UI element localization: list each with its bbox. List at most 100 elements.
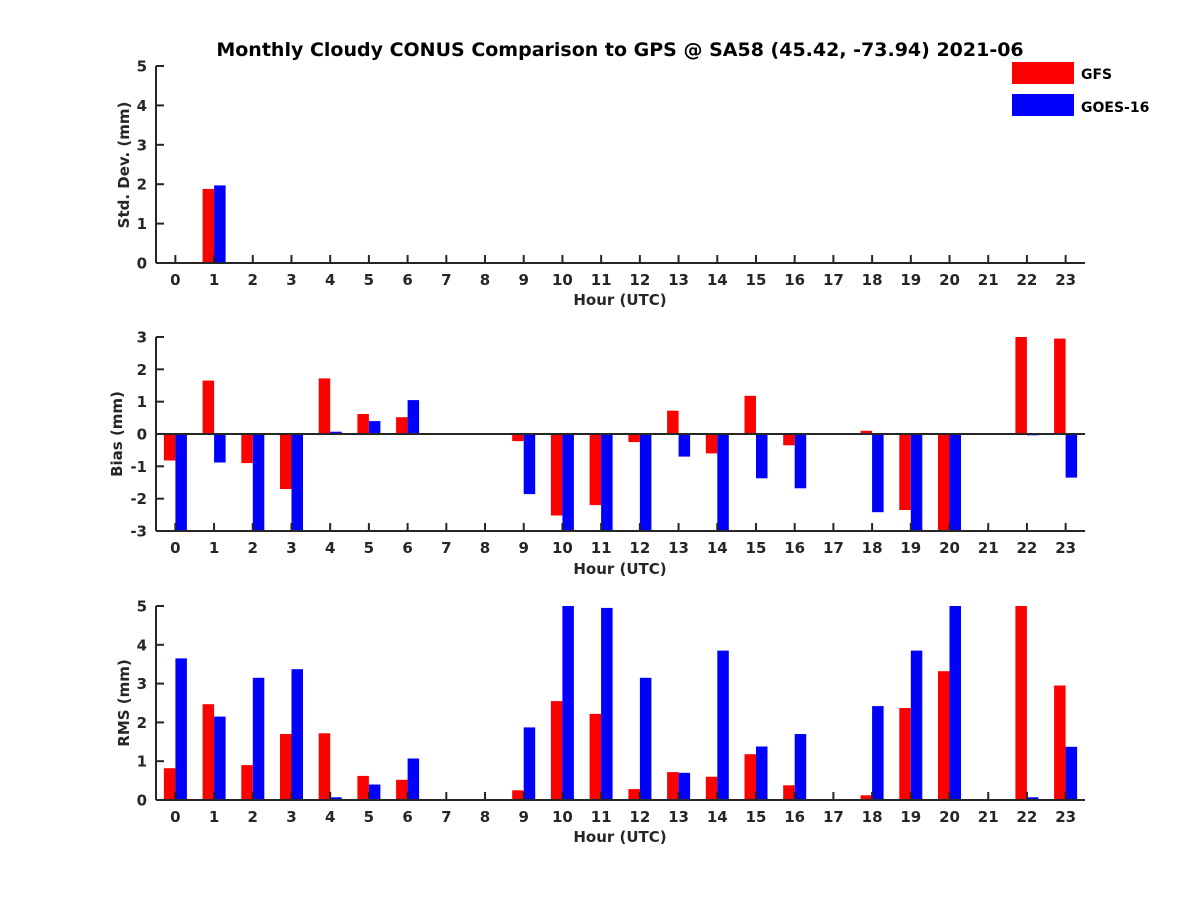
rms-bar-goes16-h6	[407, 758, 420, 800]
bias-xtick-label: 7	[441, 539, 451, 557]
std-xtick-label: 15	[746, 271, 767, 289]
rms-xtick-label: 10	[552, 808, 573, 826]
rms-bar-goes16-h18	[872, 706, 884, 800]
rms-xtick-label: 14	[707, 808, 728, 826]
bias-bar-goes16-h11	[601, 434, 613, 531]
bias-xtick-label: 15	[746, 539, 767, 557]
bias-bar-goes16-h16	[794, 434, 807, 489]
rms-bar-gfs-h19	[899, 708, 911, 800]
rms-xtick-label: 23	[1055, 808, 1076, 826]
rms-bar-goes16-h1	[214, 716, 226, 800]
bias-xtick-label: 19	[900, 539, 921, 557]
bias-xtick-label: 9	[519, 539, 529, 557]
rms-xtick-label: 0	[170, 808, 180, 826]
bias-xtick-label: 4	[325, 539, 335, 557]
legend-swatch-gfs	[1012, 62, 1074, 84]
rms-bar-goes16-h20	[949, 606, 961, 800]
std-bar-goes16-h1	[214, 185, 226, 263]
rms-xtick-label: 5	[364, 808, 374, 826]
rms-bar-goes16-h4	[330, 797, 342, 800]
std-dev-xlabel: Hour (UTC)	[573, 291, 666, 309]
rms-bar-gfs-h9	[512, 790, 524, 800]
std-ytick-label: 5	[137, 58, 147, 76]
rms-bar-goes16-h11	[601, 607, 613, 800]
bias-bar-gfs-h10	[550, 434, 563, 516]
rms-bar-gfs-h12	[628, 789, 640, 800]
rms-ytick-label: 2	[137, 714, 147, 732]
rms-bar-goes16-h0	[175, 658, 187, 800]
bias-bar-gfs-h15	[744, 395, 756, 434]
std-xtick-label: 6	[402, 271, 412, 289]
std-xtick-label: 5	[364, 271, 374, 289]
bias-bar-goes16-h13	[678, 434, 691, 457]
bias-ytick-label: -3	[130, 523, 147, 541]
bias-bar-goes16-h19	[910, 434, 923, 531]
rms-bar-gfs-h14	[705, 776, 718, 800]
rms-xtick-label: 7	[441, 808, 451, 826]
rms-xlabel: Hour (UTC)	[573, 828, 666, 846]
rms-bar-gfs-h2	[241, 765, 253, 800]
std-xtick-label: 23	[1055, 271, 1076, 289]
rms-xtick-label: 12	[629, 808, 650, 826]
bias-bar-gfs-h11	[589, 434, 602, 506]
bias-xtick-label: 12	[629, 539, 650, 557]
bias-bar-goes16-h18	[872, 434, 884, 513]
rms-xtick-label: 11	[591, 808, 612, 826]
chart-title: Monthly Cloudy CONUS Comparison to GPS @…	[216, 39, 1023, 61]
bias-ytick-label: 1	[137, 393, 147, 411]
rms-xtick-label: 16	[784, 808, 805, 826]
bias-xtick-label: 22	[1017, 539, 1038, 557]
bias-xtick-label: 2	[248, 539, 258, 557]
rms-ytick-label: 1	[137, 753, 147, 771]
rms-bar-gfs-h15	[744, 754, 756, 800]
std-xtick-label: 10	[552, 271, 573, 289]
std-xtick-label: 3	[286, 271, 296, 289]
bias-xtick-label: 23	[1055, 539, 1076, 557]
std-xtick-label: 21	[978, 271, 999, 289]
bias-bar-gfs-h14	[705, 434, 718, 454]
rms-bar-goes16-h19	[910, 650, 923, 800]
bias-ytick-label: 0	[137, 426, 147, 444]
bias-bar-goes16-h0	[175, 434, 187, 531]
rms-bar-goes16-h15	[756, 746, 768, 800]
std-ytick-label: 4	[137, 97, 147, 115]
rms-xtick-label: 3	[286, 808, 296, 826]
rms-bar-gfs-h6	[396, 779, 408, 800]
std-xtick-label: 16	[784, 271, 805, 289]
rms-bar-goes16-h10	[562, 606, 574, 800]
std-xtick-label: 11	[591, 271, 612, 289]
std-xtick-label: 18	[862, 271, 883, 289]
std-xtick-label: 4	[325, 271, 335, 289]
rms-ylabel: RMS (mm)	[115, 659, 133, 746]
bias-xtick-label: 13	[668, 539, 689, 557]
rms-bar-gfs-h20	[938, 671, 950, 800]
bias-xtick-label: 18	[862, 539, 883, 557]
rms-bar-gfs-h16	[783, 785, 795, 800]
std-xtick-label: 12	[629, 271, 650, 289]
bias-xtick-label: 17	[823, 539, 844, 557]
bias-xtick-label: 20	[939, 539, 960, 557]
bias-bar-goes16-h3	[291, 434, 303, 531]
bias-ytick-label: 2	[137, 361, 147, 379]
bias-bar-gfs-h2	[241, 434, 253, 464]
bias-xtick-label: 3	[286, 539, 296, 557]
bias-ytick-label: 3	[137, 329, 147, 347]
std-xtick-label: 20	[939, 271, 960, 289]
rms-bar-goes16-h5	[368, 784, 381, 800]
rms-xtick-label: 2	[248, 808, 258, 826]
rms-bar-goes16-h12	[639, 677, 652, 800]
bias-bar-gfs-h18	[860, 430, 873, 434]
rms-ytick-label: 0	[137, 792, 147, 810]
std-xtick-label: 14	[707, 271, 728, 289]
bias-bar-goes16-h2	[252, 434, 265, 531]
bias-xtick-label: 0	[170, 539, 180, 557]
bias-bar-gfs-h1	[202, 380, 215, 434]
bias-bar-goes16-h14	[717, 434, 729, 531]
rms-xtick-label: 22	[1017, 808, 1038, 826]
rms-xtick-label: 21	[978, 808, 999, 826]
bias-bar-gfs-h4	[318, 378, 331, 434]
bias-bar-goes16-h4	[330, 431, 342, 434]
